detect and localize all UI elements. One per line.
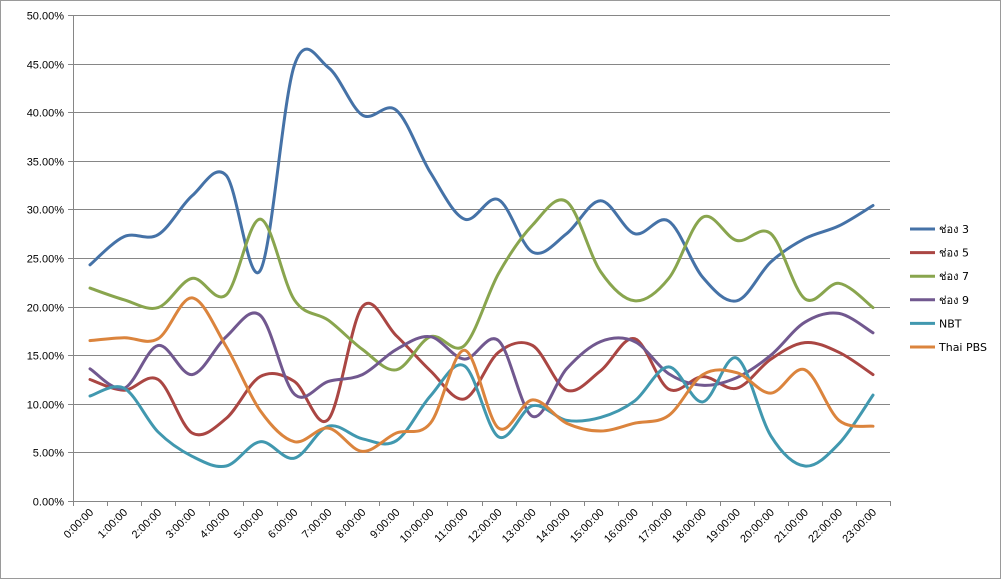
- x-tick-label: 12:00:00: [466, 507, 505, 546]
- legend-label: NBT: [939, 317, 962, 330]
- x-tick-label: 9:00:00: [368, 507, 402, 541]
- y-tick-label: 50.00%: [27, 11, 65, 23]
- x-tick-label: 11:00:00: [432, 507, 470, 545]
- x-tick-label: 19:00:00: [704, 507, 743, 546]
- series-line-4: [88, 311, 875, 418]
- series-line-2: [88, 301, 875, 437]
- legend-label: ช่อง 9: [939, 294, 969, 307]
- legend-label: ช่อง 7: [939, 270, 969, 283]
- x-axis-tick-labels: 0:00:00 1:00:00 2:00:00 3:00:00 4:00:00 5:00:…: [62, 507, 879, 546]
- series-line-6: [88, 296, 875, 453]
- y-tick-label: 35.00%: [27, 157, 65, 169]
- x-tick-label: 4:00:00: [198, 507, 232, 541]
- x-tick-label: 23:00:00: [840, 507, 879, 546]
- series-lines: [88, 47, 875, 469]
- y-tick-label: 5.00%: [33, 448, 64, 460]
- y-axis-tick-labels: 0.00% 5.00% 10.00% 15.00% 20.00% 25.00% 30.00%…: [27, 11, 65, 509]
- x-tick-label: 6:00:00: [266, 507, 300, 541]
- x-tick-label: 13:00:00: [500, 507, 539, 546]
- x-tick-label: 20:00:00: [738, 507, 777, 546]
- x-tick-label: 17:00:00: [636, 507, 675, 546]
- x-tick-label: 15:00:00: [568, 507, 607, 546]
- y-tick-label: 45.00%: [27, 60, 65, 72]
- y-tick-label: 25.00%: [27, 254, 65, 266]
- legend-label: ช่อง 3: [939, 223, 969, 236]
- series-line-1: [88, 47, 875, 303]
- x-tick-label: 10:00:00: [398, 507, 437, 546]
- x-tick-label: 7:00:00: [300, 507, 334, 541]
- x-tick-label: 5:00:00: [232, 507, 266, 541]
- axes: [68, 15, 891, 506]
- x-tick-label: 21:00:00: [772, 507, 811, 546]
- x-tick-label: 22:00:00: [806, 507, 845, 546]
- x-tick-label: 18:00:00: [670, 507, 709, 546]
- y-tick-label: 30.00%: [27, 205, 65, 217]
- x-tick-label: 0:00:00: [62, 507, 96, 541]
- series-line-3: [88, 198, 875, 372]
- x-tick-label: 14:00:00: [534, 507, 573, 546]
- y-tick-label: 40.00%: [27, 108, 65, 120]
- x-tick-label: 3:00:00: [164, 507, 198, 541]
- y-tick-label: 15.00%: [27, 351, 65, 363]
- legend: ช่อง 3 ช่อง 5 ช่อง 7 ช่อง 9 NBT Thai PBS: [910, 223, 987, 354]
- legend-label: ช่อง 5: [939, 247, 969, 260]
- y-tick-label: 20.00%: [27, 303, 65, 315]
- legend-label: Thai PBS: [938, 341, 987, 354]
- y-tick-label: 0.00%: [33, 497, 64, 509]
- y-tick-label: 10.00%: [27, 400, 65, 412]
- x-tick-label: 8:00:00: [334, 507, 368, 541]
- gridlines: [73, 15, 890, 453]
- x-tick-label: 16:00:00: [602, 507, 641, 546]
- x-tick-label: 2:00:00: [130, 507, 164, 541]
- x-tick-label: 1:00:00: [96, 507, 130, 541]
- series-line-5: [88, 356, 875, 469]
